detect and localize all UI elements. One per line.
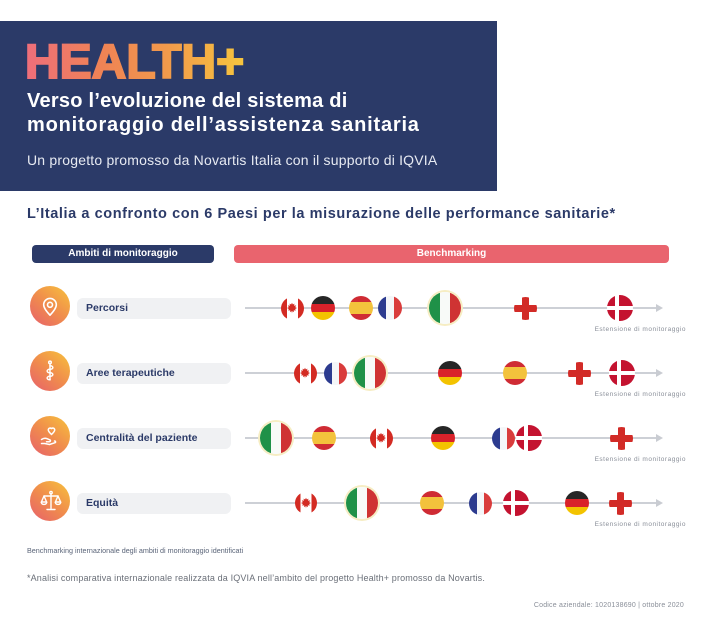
svg-text:HEALTH+: HEALTH+ (25, 36, 244, 89)
